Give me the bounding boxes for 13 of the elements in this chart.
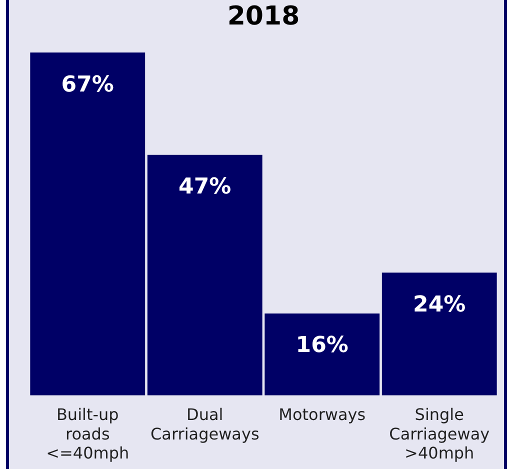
bar [264, 314, 380, 396]
data-label: 24% [413, 292, 466, 318]
chart-title: 2018 [227, 1, 300, 32]
data-label: 47% [178, 174, 232, 200]
x-tick-label: Motorways [278, 405, 366, 424]
x-tick-label: Dual Carriageways [150, 405, 260, 444]
data-label: 67% [61, 72, 114, 98]
bar [382, 272, 497, 396]
data-label: 16% [296, 333, 348, 358]
bar [147, 154, 262, 396]
x-tick-label: Single Carriageway >40mph [389, 405, 490, 463]
x-tick-label: Built-up roads <=40mph [46, 405, 130, 463]
bar [30, 52, 146, 396]
